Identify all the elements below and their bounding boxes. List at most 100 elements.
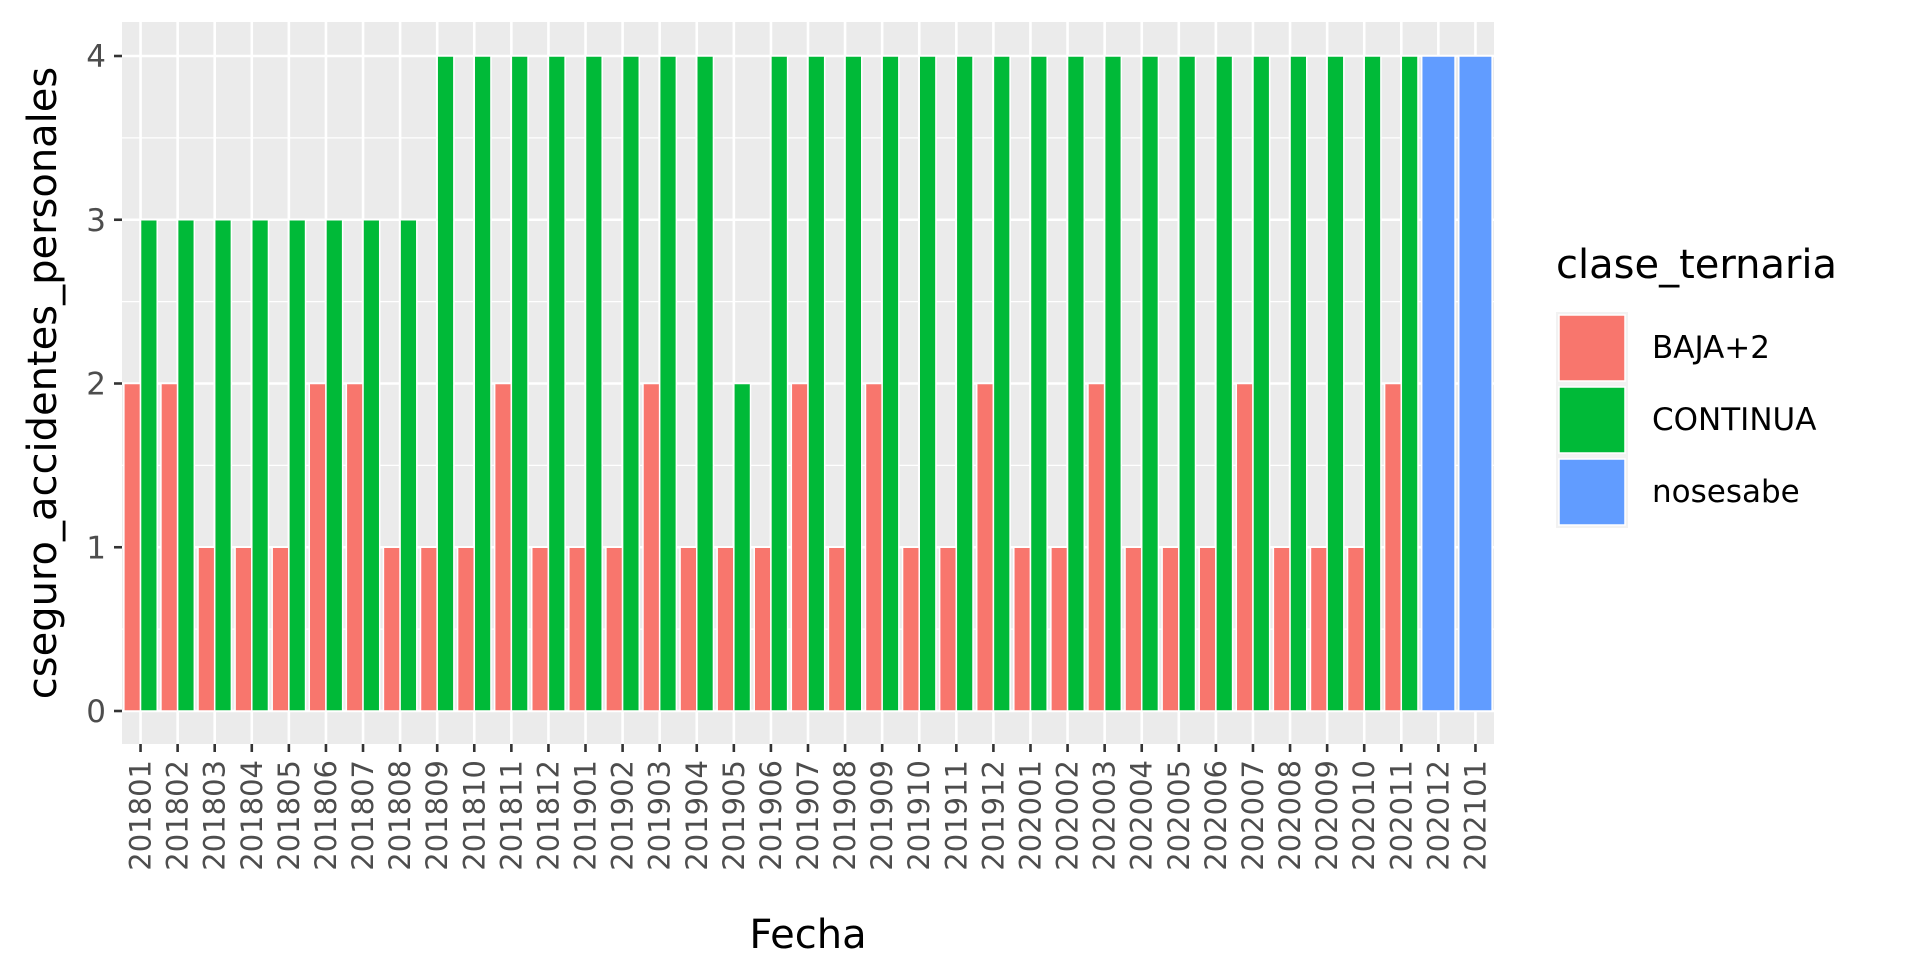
bar-continua-202008 [1289,55,1308,712]
legend-swatch-baja-2 [1558,314,1626,382]
bar-continua-202005 [1178,55,1197,712]
bar-baja-2-202011 [1383,382,1403,712]
x-tick-label: 201812 [531,760,565,871]
bar-baja-2-202001 [1013,546,1032,712]
x-tick-label: 202011 [1384,760,1418,871]
bar-baja-2-201905 [716,546,735,712]
x-tick-label: 201905 [717,760,751,871]
bar-baja-2-201810 [456,546,476,712]
bar-baja-2-201911 [938,546,958,712]
legend-label-continua: CONTINUA [1652,402,1816,438]
y-tick-label: 2 [86,367,106,403]
bar-baja-2-201801 [123,382,142,712]
bar-baja-2-202008 [1272,546,1291,712]
x-tick-label: 201805 [272,760,306,871]
bar-baja-2-201807 [345,382,364,712]
bar-baja-2-201909 [864,382,883,712]
x-tick-label: 202007 [1236,760,1270,871]
x-tick-label: 201906 [754,760,788,871]
bar-continua-201807 [362,219,381,712]
x-tick-label: 201806 [309,760,343,871]
bar-continua-201902 [621,55,641,712]
bar-continua-201809 [436,55,455,712]
bars [123,55,1493,712]
bar-continua-202009 [1326,55,1345,712]
bar-baja-2-201902 [605,546,624,712]
bar-continua-201912 [992,55,1011,712]
x-tick-label: 201802 [161,760,195,871]
bar-continua-201806 [325,219,344,712]
legend-title: clase_ternaria [1556,242,1837,288]
x-tick-label: 202003 [1088,760,1122,871]
y-tick-label: 4 [86,39,106,75]
x-axis-title: Fecha [749,912,866,958]
x-tick-label: 202101 [1458,760,1492,871]
x-tick-label: 201909 [865,760,899,871]
bar-baja-2-201908 [827,546,846,712]
bar-baja-2-201809 [419,546,438,712]
bar-nosesabe-202101 [1458,55,1493,712]
bar-continua-202010 [1363,55,1382,712]
bar-nosesabe-202012 [1420,55,1456,712]
bar-baja-2-202009 [1309,546,1328,712]
x-tick-label: 202006 [1199,760,1233,871]
x-tick-label: 201901 [569,760,603,871]
bar-continua-201808 [399,219,418,712]
bar-baja-2-201805 [271,546,290,712]
x-tick-label: 201810 [457,760,491,871]
y-tick-label: 0 [86,694,106,730]
bar-continua-201909 [881,55,900,712]
x-tick-label: 202010 [1347,760,1381,871]
x-tick-label: 201808 [383,760,417,871]
bar-continua-202007 [1252,55,1271,712]
bar-continua-201811 [510,55,529,712]
x-tick-label: 202002 [1051,760,1085,871]
bar-baja-2-202002 [1050,546,1069,712]
bar-baja-2-201811 [493,382,513,712]
bar-baja-2-201804 [234,546,253,712]
bar-baja-2-201901 [568,546,587,712]
bar-baja-2-201907 [790,382,809,712]
bar-baja-2-202005 [1161,546,1180,712]
x-tick-label: 201907 [791,760,825,871]
x-tick-label: 202005 [1162,760,1196,871]
legend-label-nosesabe: nosesabe [1652,474,1800,510]
legend: clase_ternaria BAJA+2 CONTINUA nosesabe [1556,242,1837,528]
bar-continua-202002 [1066,55,1086,712]
bar-continua-201906 [770,55,789,712]
x-tick-label: 201911 [939,760,973,871]
x-tick-label: 201904 [680,760,714,871]
bar-baja-2-202006 [1198,546,1217,712]
bar-baja-2-201802 [160,382,179,712]
x-tick-label: 201908 [828,760,862,871]
bar-baja-2-202004 [1124,546,1143,712]
bar-continua-201908 [844,55,863,712]
bar-continua-201905 [733,382,752,712]
bar-continua-202001 [1029,55,1048,712]
bar-continua-201910 [918,55,937,712]
legend-swatch-continua [1558,386,1626,454]
bar-continua-201801 [139,219,158,712]
bar-baja-2-201906 [753,546,772,712]
bar-continua-202006 [1215,55,1234,712]
bar-baja-2-201910 [901,546,920,712]
x-tick-label: 201807 [346,760,380,871]
bar-continua-202011 [1400,55,1419,712]
bar-continua-201805 [288,219,307,712]
x-tick-label: 202008 [1273,760,1307,871]
bar-continua-201803 [213,219,233,712]
y-tick-label: 3 [86,203,106,239]
bar-continua-201911 [955,55,974,712]
bar-continua-201907 [807,55,826,712]
legend-label-baja-2: BAJA+2 [1652,330,1770,366]
bar-baja-2-202003 [1087,382,1106,712]
bar-baja-2-202010 [1346,546,1365,712]
x-tick-label: 202001 [1013,760,1047,871]
bar-baja-2-201803 [197,546,216,712]
bar-continua-201804 [251,219,270,712]
x-tick-label: 201811 [494,760,528,871]
x-tick-label: 201912 [976,760,1010,871]
